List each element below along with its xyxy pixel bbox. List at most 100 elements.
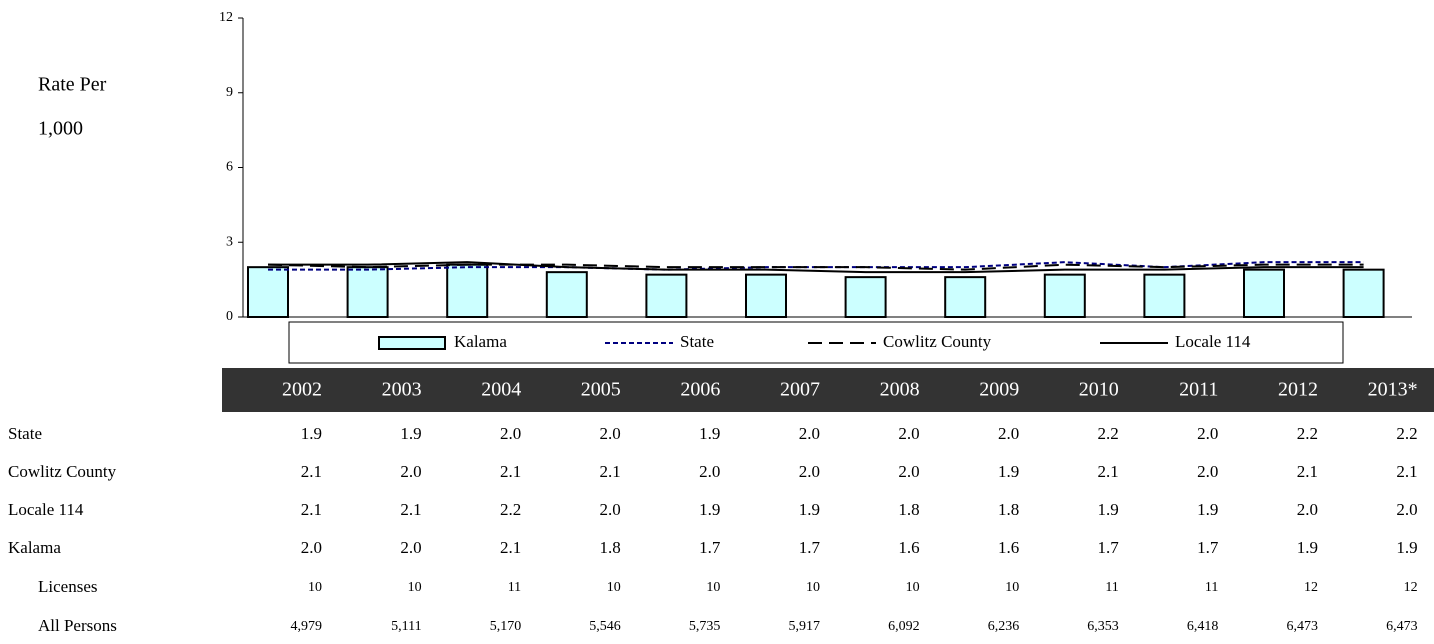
table-cell: 2.1 <box>400 500 421 519</box>
row-label: Cowlitz County <box>8 462 117 481</box>
table-cell: 1.9 <box>1396 538 1417 557</box>
table-header-cell: 2011 <box>1179 379 1218 401</box>
table-cell: 2.1 <box>500 538 521 557</box>
table-cell: 2.0 <box>699 462 720 481</box>
bar <box>844 276 887 318</box>
table-cell: 2.2 <box>1098 424 1119 443</box>
table-header-cell: 2002 <box>282 379 322 401</box>
table-cell: 2.0 <box>400 538 421 557</box>
table-cell: 2.0 <box>301 538 322 557</box>
y-tick-label: 12 <box>219 10 233 25</box>
table-cell: 5,170 <box>490 619 522 634</box>
table-cell: 10 <box>607 580 621 595</box>
table-header-cell: 2009 <box>979 379 1019 401</box>
table-cell: 2.0 <box>400 462 421 481</box>
table-cell: 1.7 <box>1098 538 1120 557</box>
y-tick-label: 3 <box>226 234 233 249</box>
table-cell: 2.0 <box>500 424 521 443</box>
table-cell: 1.9 <box>799 500 820 519</box>
table-cell: 6,092 <box>888 619 920 634</box>
y-tick-label: 0 <box>226 309 233 324</box>
y-axis-label: 1,000 <box>38 118 83 140</box>
table-cell: 10 <box>706 580 720 595</box>
table-cell: 2.0 <box>1197 462 1218 481</box>
table-cell: 1.7 <box>799 538 821 557</box>
bar <box>346 266 389 318</box>
table-cell: 10 <box>906 580 920 595</box>
table-cell: 12 <box>1404 580 1418 595</box>
table-header-cell: 2005 <box>581 379 621 401</box>
table-cell: 5,546 <box>589 619 621 634</box>
y-tick-label: 9 <box>226 85 233 100</box>
table-cell: 11 <box>1105 580 1118 595</box>
table-header-cell: 2006 <box>680 379 720 401</box>
table-cell: 2.0 <box>998 424 1019 443</box>
table-cell: 1.9 <box>1098 500 1119 519</box>
table-cell: 10 <box>1005 580 1019 595</box>
table-cell: 10 <box>308 580 322 595</box>
table-cell: 2.2 <box>1297 424 1318 443</box>
row-label: Kalama <box>8 538 61 557</box>
table-cell: 10 <box>806 580 820 595</box>
table-cell: 1.9 <box>301 424 322 443</box>
table-cell: 2.1 <box>301 462 322 481</box>
table-cell: 1.9 <box>998 462 1019 481</box>
table-header-cell: 2013* <box>1368 379 1418 401</box>
bar <box>944 276 987 318</box>
table-header-cell: 2008 <box>880 379 920 401</box>
table-cell: 2.1 <box>301 500 322 519</box>
bar <box>1243 268 1285 318</box>
table-cell: 2.0 <box>898 462 919 481</box>
legend-label: Kalama <box>454 332 507 351</box>
row-label: Licenses <box>38 577 97 596</box>
table-cell: 12 <box>1304 580 1318 595</box>
bar <box>446 263 489 318</box>
bar <box>545 271 588 318</box>
table-header-cell: 2003 <box>382 379 422 401</box>
row-label: State <box>8 424 42 443</box>
table-cell: 1.9 <box>1297 538 1318 557</box>
legend-label: Cowlitz County <box>883 332 992 351</box>
table-cell: 11 <box>1205 580 1218 595</box>
table-header <box>222 368 1434 412</box>
table-cell: 2.1 <box>500 462 521 481</box>
bar <box>247 266 289 318</box>
table-cell: 6,418 <box>1187 619 1219 634</box>
table-cell: 2.2 <box>1396 424 1417 443</box>
bar <box>1342 268 1385 318</box>
table-cell: 1.7 <box>699 538 721 557</box>
table-cell: 1.9 <box>1197 500 1218 519</box>
table-cell: 5,111 <box>391 619 421 634</box>
table-cell: 2.1 <box>1098 462 1119 481</box>
table-cell: 6,473 <box>1287 619 1319 634</box>
line-series <box>267 263 1364 271</box>
bar <box>745 273 787 318</box>
table-cell: 2.0 <box>1197 424 1218 443</box>
line-series <box>268 261 1364 274</box>
bar <box>1143 273 1186 318</box>
table-cell: 11 <box>508 580 521 595</box>
table-cell: 1.7 <box>1197 538 1219 557</box>
table-cell: 2.0 <box>600 424 621 443</box>
row-label: All Persons <box>38 616 117 635</box>
table-header-cell: 2007 <box>780 379 820 401</box>
table-cell: 1.9 <box>699 500 720 519</box>
table-cell: 6,353 <box>1087 619 1119 634</box>
y-tick-label: 6 <box>226 160 233 175</box>
table-cell: 4,979 <box>291 619 323 634</box>
table-cell: 5,735 <box>689 619 721 634</box>
table-cell: 5,917 <box>789 619 821 634</box>
table-cell: 2.1 <box>600 462 621 481</box>
table-cell: 1.8 <box>898 500 919 519</box>
legend-label: State <box>680 332 714 351</box>
table-cell: 2.1 <box>1396 462 1417 481</box>
table-cell: 2.0 <box>799 424 820 443</box>
table-cell: 10 <box>408 580 422 595</box>
table-cell: 1.9 <box>699 424 720 443</box>
table-cell: 1.6 <box>898 538 919 557</box>
table-cell: 1.8 <box>998 500 1019 519</box>
bar <box>1043 273 1086 318</box>
table-header-cell: 2004 <box>481 379 521 401</box>
table-header-cell: 2010 <box>1079 379 1119 401</box>
